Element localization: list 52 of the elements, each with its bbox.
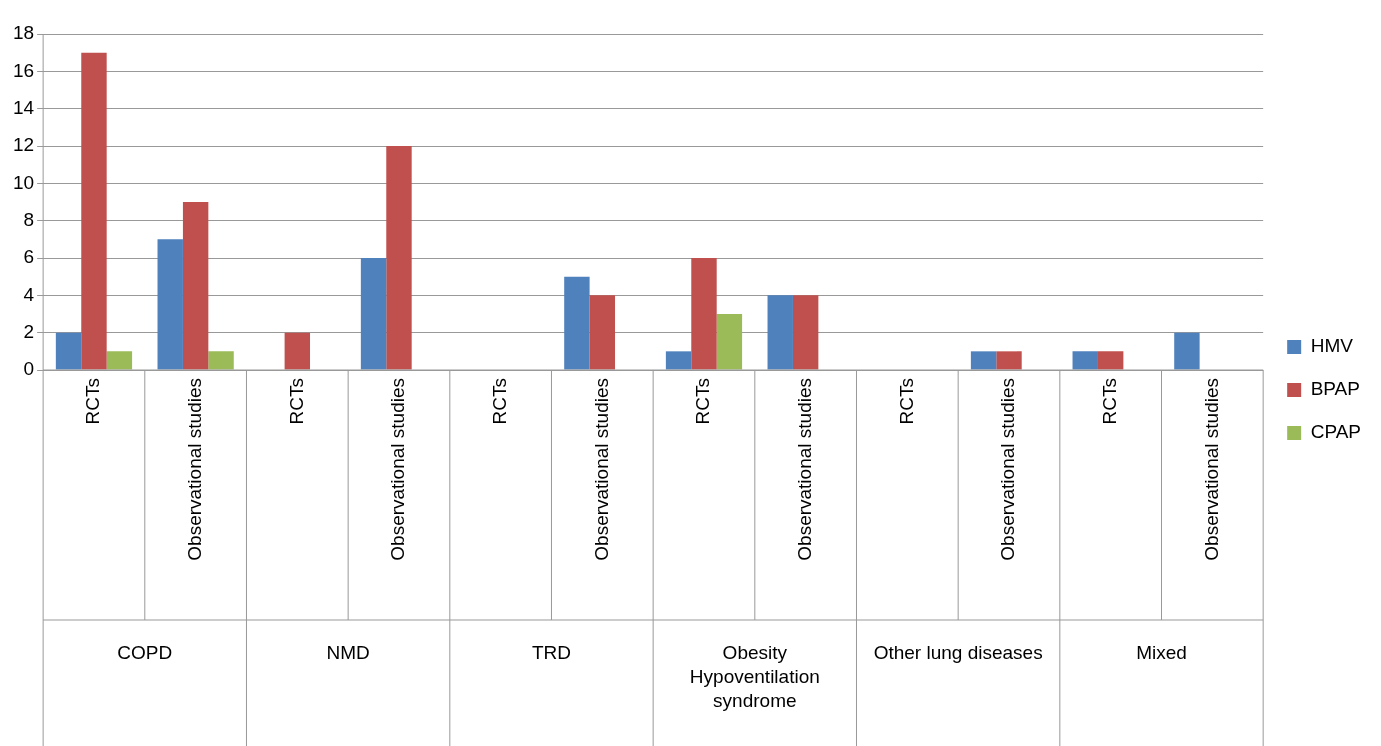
- legend-label: HMV: [1310, 335, 1354, 357]
- bar: [589, 295, 616, 370]
- bar: [1097, 351, 1124, 370]
- bar: [564, 276, 590, 370]
- bar: [284, 332, 311, 370]
- bar: [360, 258, 387, 370]
- y-tick-label: 0: [23, 358, 35, 380]
- y-tick-label: 16: [12, 59, 35, 81]
- text: NMD: [326, 641, 370, 663]
- x-tick-label: Observational studies: [1200, 378, 1222, 561]
- bar: [792, 295, 819, 370]
- legend-label: CPAP: [1310, 421, 1362, 443]
- bar: [106, 351, 133, 370]
- bar: [386, 146, 412, 370]
- bar: [665, 351, 692, 370]
- y-tick-label: 8: [23, 208, 35, 230]
- x-tick-label: Observational studies: [590, 378, 612, 561]
- y-tick-label: 14: [12, 96, 35, 118]
- text: TRD: [531, 641, 572, 663]
- bar: [996, 351, 1022, 370]
- bar: [81, 52, 107, 370]
- x-tick-label: Observational studies: [387, 378, 409, 561]
- bar: [716, 314, 743, 370]
- y-tick-label: 18: [12, 22, 35, 44]
- x-tick-label: RCTs: [285, 378, 307, 425]
- y-tick-label: 12: [12, 134, 35, 156]
- bar: [1174, 332, 1200, 370]
- text: Mixed: [1136, 641, 1187, 663]
- x-tick-label: RCTs: [1098, 378, 1120, 425]
- bar: [182, 202, 209, 370]
- bar: [767, 295, 793, 370]
- legend-label: BPAP: [1310, 378, 1360, 400]
- bar: [208, 351, 234, 370]
- text: Other lung diseases: [873, 641, 1043, 663]
- x-tick-label: RCTs: [895, 378, 917, 425]
- y-tick-label: 10: [12, 171, 35, 193]
- y-tick-label: 4: [23, 283, 35, 305]
- bar: [1072, 351, 1098, 370]
- text: Obesity Hypoventilation syndrome: [689, 641, 820, 711]
- x-tick-label: RCTs: [82, 378, 104, 425]
- bar: [55, 332, 82, 370]
- bar: [157, 239, 183, 370]
- bar: [691, 258, 717, 370]
- x-tick-label: Observational studies: [997, 378, 1019, 561]
- bar: [970, 351, 997, 370]
- text: COPD: [117, 641, 173, 663]
- x-tick-label: RCTs: [488, 378, 510, 425]
- y-tick-label: 2: [23, 320, 35, 342]
- x-tick-label: Observational studies: [183, 378, 205, 561]
- x-tick-label: RCTs: [692, 378, 714, 425]
- y-tick-label: 6: [23, 246, 35, 268]
- x-tick-label: Observational studies: [793, 378, 815, 561]
